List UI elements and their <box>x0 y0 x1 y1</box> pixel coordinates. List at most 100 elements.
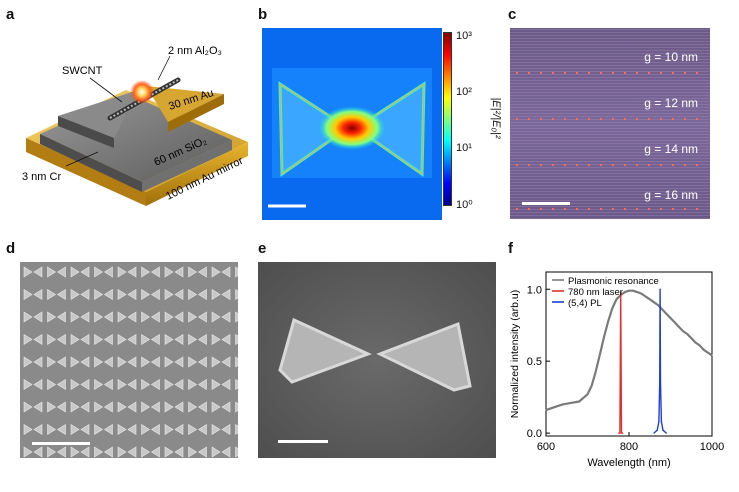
data-point <box>669 317 672 319</box>
label-swcnt: SWCNT <box>62 65 103 77</box>
panel-f-label: f <box>508 240 513 257</box>
scale-bar-c <box>522 202 570 205</box>
au-mirror-side-right <box>146 142 248 206</box>
data-point <box>678 326 680 328</box>
x-tick-label: 800 <box>620 441 638 453</box>
data-point <box>611 307 613 309</box>
data-point <box>694 341 696 344</box>
panel-b-field-map <box>262 28 442 220</box>
data-point <box>658 421 660 423</box>
gap-label-10: g = 10 nm <box>644 50 698 64</box>
scale-bar-d <box>32 442 90 445</box>
data-point <box>618 432 620 434</box>
bowtie-edge-left <box>279 83 349 175</box>
colorbar-tick-10: 10¹ <box>456 142 472 154</box>
data-point <box>628 290 630 292</box>
data-point <box>591 385 593 387</box>
colorbar-axis-label: |E|²/|E₀|² <box>490 97 502 139</box>
data-point <box>660 421 662 423</box>
panel-c-image: g = 10 nm g = 12 nm g = 14 nm g = 16 nm <box>510 28 710 219</box>
dot-row-4 <box>516 208 704 210</box>
data-point <box>615 298 618 300</box>
data-point <box>607 320 609 322</box>
bowtie-left-side <box>58 116 114 148</box>
y-tick-label: 0.5 <box>527 356 542 368</box>
colorbar-tick-1000: 10³ <box>456 30 472 42</box>
data-point <box>682 330 684 332</box>
sem-triangle-right <box>376 321 472 392</box>
dot-row-2 <box>516 118 704 120</box>
data-point <box>595 370 597 372</box>
hotspot-glow <box>130 80 154 104</box>
data-point <box>553 406 555 408</box>
panel-d-image <box>20 262 238 458</box>
data-point <box>620 432 623 434</box>
x-axis-label: Wavelength (nm) <box>587 457 670 469</box>
label-cr: 3 nm Cr <box>22 171 61 183</box>
data-point <box>562 403 564 405</box>
x-tick-label: 600 <box>537 441 555 453</box>
bowtie-edge-right <box>355 83 425 175</box>
bowtie-array-fill <box>20 262 238 458</box>
panel-e-sem <box>258 262 496 458</box>
data-point <box>674 321 676 323</box>
data-point <box>640 292 643 295</box>
y-tick-label: 1.0 <box>527 284 542 296</box>
bowtie-right-top <box>146 86 224 122</box>
series-line-0 <box>545 289 713 412</box>
data-point <box>620 291 622 293</box>
data-point <box>624 291 626 293</box>
panel-a-label: a <box>6 6 15 23</box>
bowtie-left-top <box>58 90 138 138</box>
data-point <box>659 382 661 384</box>
data-point <box>707 351 709 354</box>
data-point <box>659 382 662 384</box>
legend-label-1: 780 nm laser <box>568 287 623 298</box>
leader-cr <box>65 151 99 167</box>
panel-e-label: e <box>258 240 267 257</box>
panel-c-label: c <box>508 6 517 23</box>
legend-label-2: (5,4) PL <box>568 298 602 309</box>
dot-row-1 <box>516 72 704 74</box>
gap-label-14: g = 14 nm <box>644 142 698 156</box>
data-point <box>578 400 580 403</box>
data-point <box>686 333 688 335</box>
sio2-side-right <box>142 140 232 192</box>
data-point <box>603 336 605 338</box>
x-tick-label: 1000 <box>700 441 724 453</box>
data-point <box>659 288 661 290</box>
leader-swcnt <box>89 77 123 103</box>
data-point <box>665 313 667 315</box>
dot-row-3 <box>516 164 704 166</box>
data-point <box>665 432 667 434</box>
swcnt-tube-highlight <box>109 79 179 119</box>
colorbar-tick-1: 10⁰ <box>456 199 473 211</box>
panel-a-schematic: 2 nm Al₂O₃ SWCNT 30 nm Au 60 nm SiO₂ 3 n… <box>22 45 248 206</box>
bowtie-right-side <box>168 94 224 132</box>
y-tick-label: 0.0 <box>527 428 542 440</box>
panel-b-label: b <box>258 6 268 23</box>
colorbar <box>443 32 452 206</box>
leader-al2o3 <box>157 55 171 81</box>
data-point <box>619 432 621 434</box>
label-al2o3: 2 nm Al₂O₃ <box>168 45 222 57</box>
data-point <box>653 301 655 303</box>
data-point <box>545 409 547 411</box>
data-point <box>599 353 601 355</box>
data-point <box>657 304 659 306</box>
data-point <box>636 291 638 293</box>
data-point <box>698 344 701 346</box>
series-line-1 <box>618 291 623 434</box>
data-point <box>586 393 589 395</box>
legend-label-0: Plasmonic resonance <box>568 276 659 287</box>
data-point <box>653 432 655 434</box>
scale-bar-e <box>278 440 328 443</box>
data-point <box>570 402 572 404</box>
data-point <box>656 429 658 431</box>
data-point <box>711 354 713 357</box>
colorbar-tick-100: 10² <box>456 86 472 98</box>
gap-label-12: g = 12 nm <box>644 96 698 110</box>
data-point <box>622 432 624 434</box>
y-axis-label: Normalized intensity (arb.u) <box>509 290 521 418</box>
data-point <box>661 308 663 311</box>
